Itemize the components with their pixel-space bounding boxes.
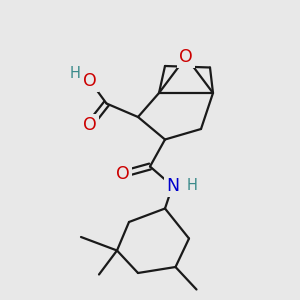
Text: O: O xyxy=(83,72,97,90)
Text: O: O xyxy=(179,48,193,66)
Text: N: N xyxy=(166,177,179,195)
Text: O: O xyxy=(116,165,130,183)
Text: H: H xyxy=(187,178,197,194)
Text: H: H xyxy=(70,66,80,81)
Text: O: O xyxy=(83,116,97,134)
